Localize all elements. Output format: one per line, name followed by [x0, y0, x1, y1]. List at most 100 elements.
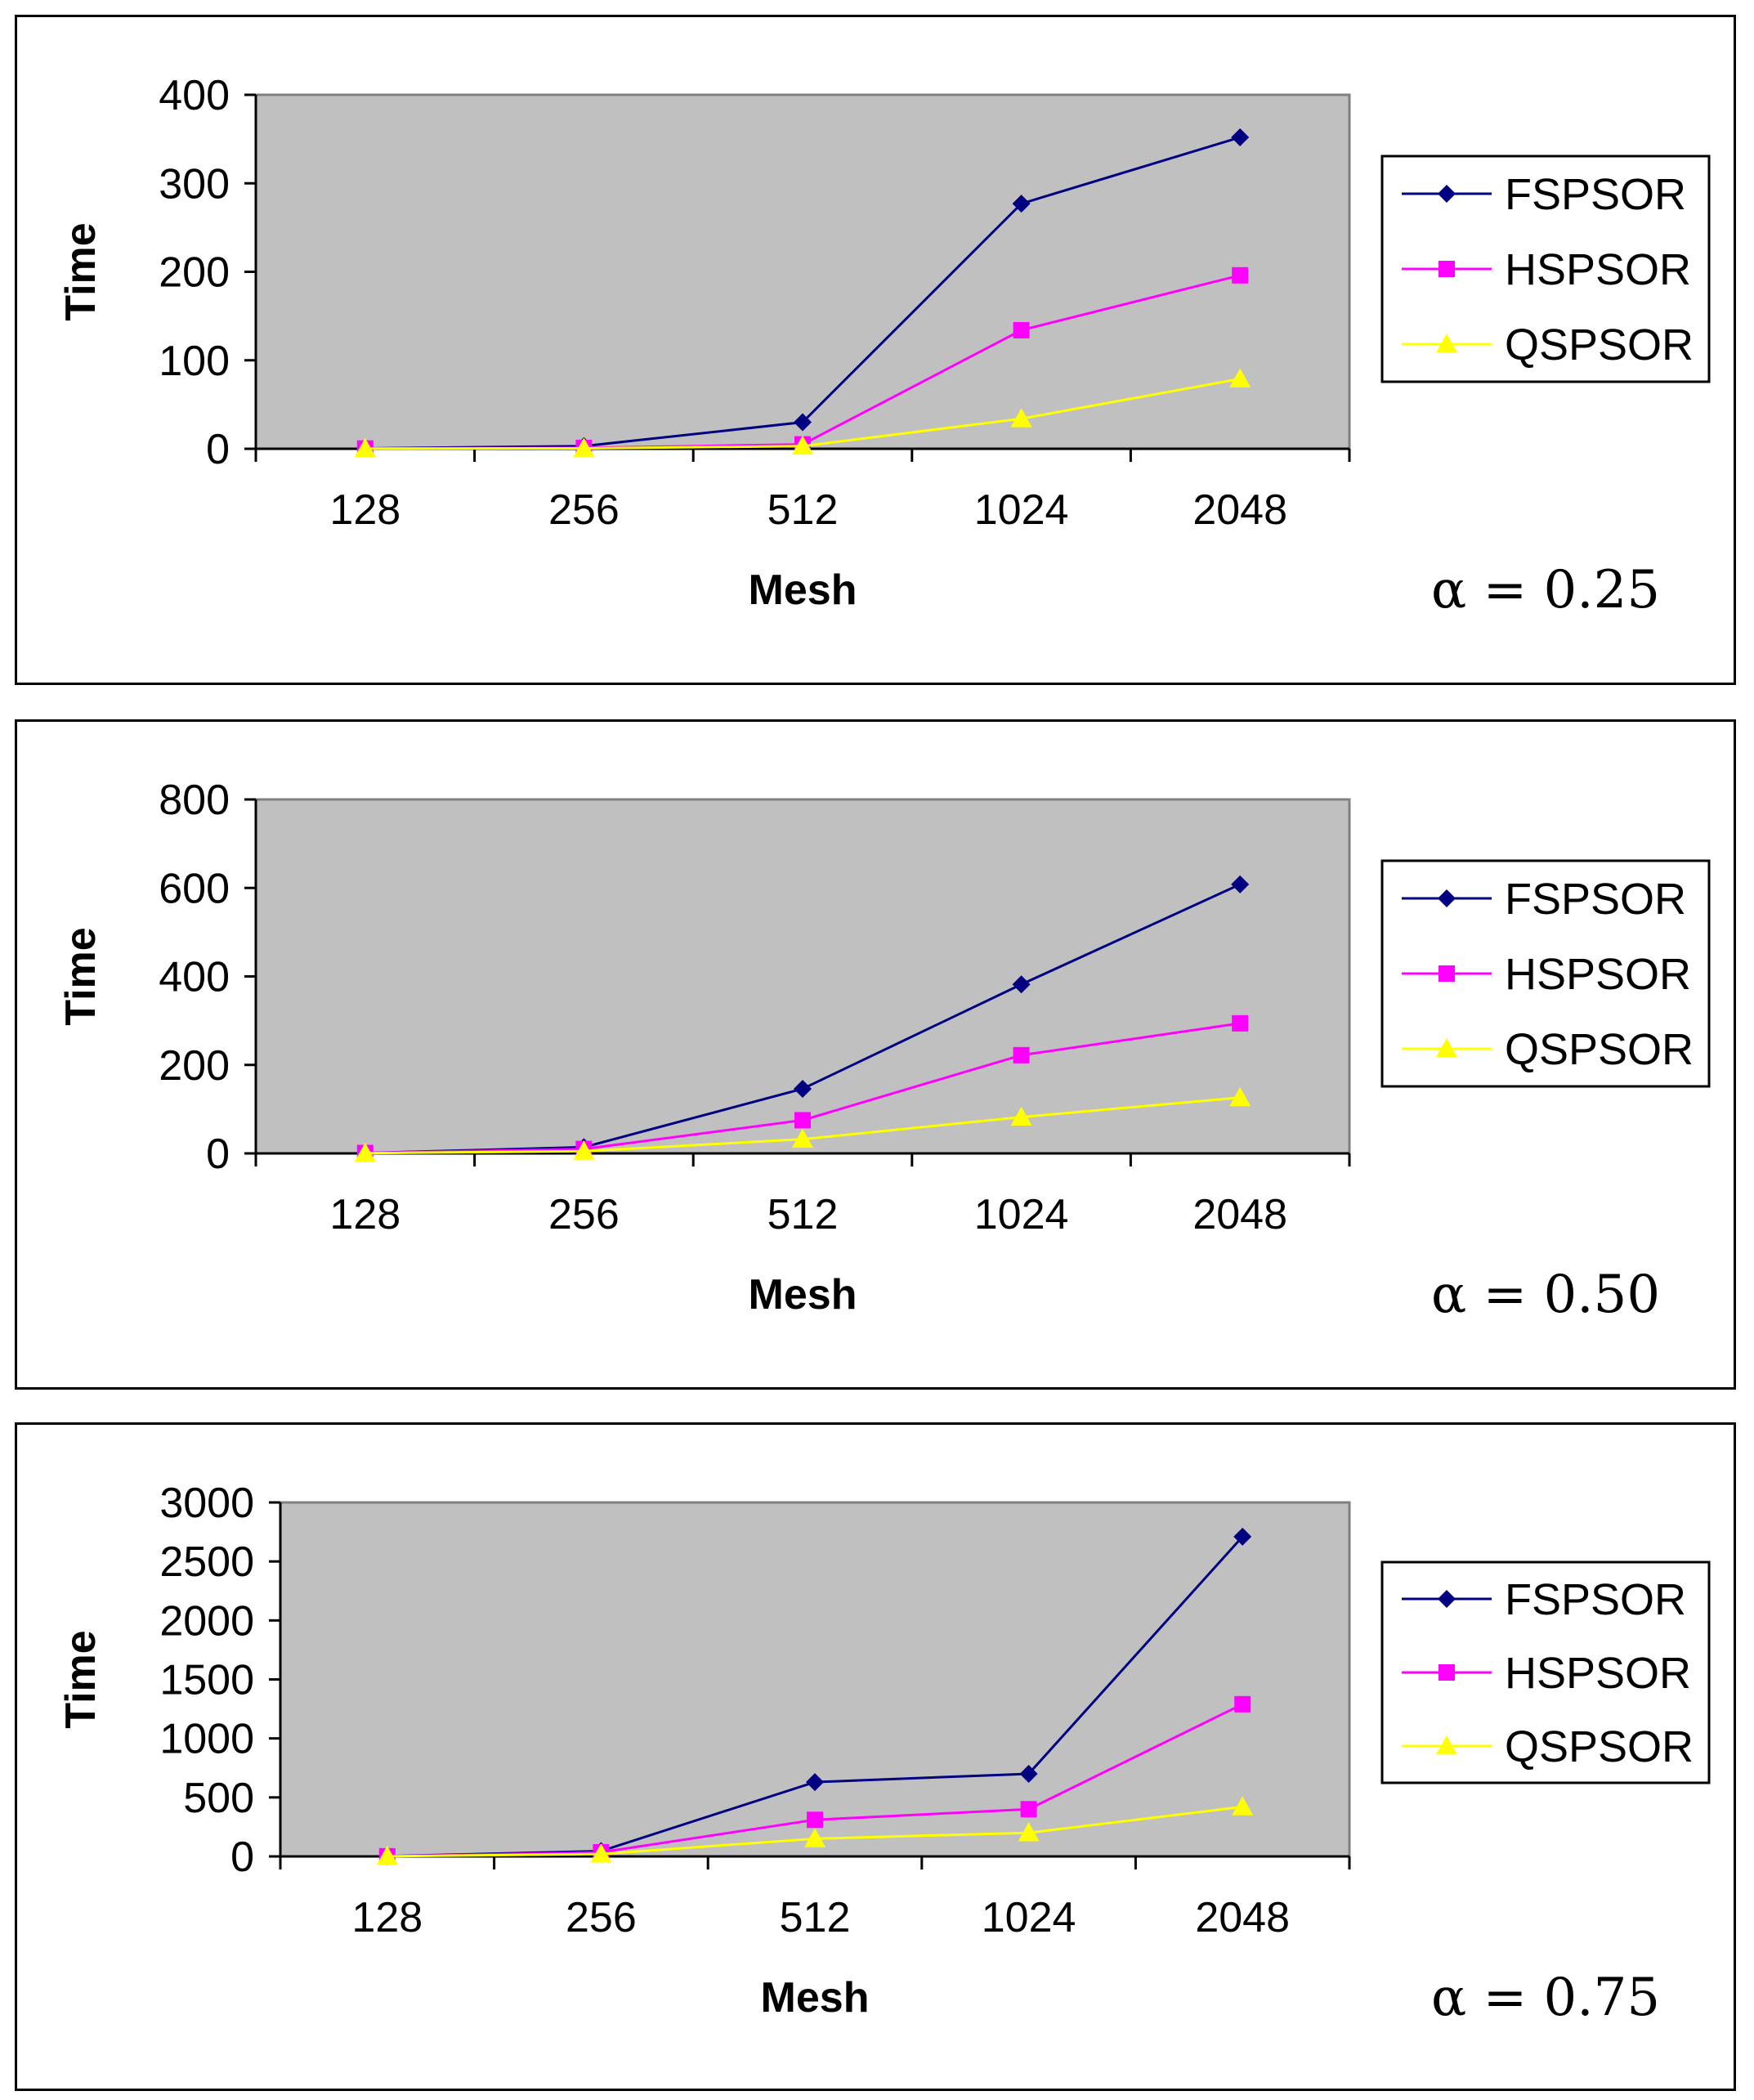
y-axis-title: Time	[57, 927, 105, 1025]
data-point	[792, 435, 813, 455]
x-tick-label: 1024	[982, 1894, 1076, 1941]
data-point	[792, 1128, 813, 1149]
data-point	[1020, 1801, 1037, 1818]
y-tick-label: 200	[159, 1042, 230, 1090]
data-point	[794, 1112, 811, 1129]
x-axis-title: Mesh	[761, 1974, 870, 2022]
legend-marker	[1439, 965, 1455, 982]
y-tick-label: 400	[159, 954, 230, 1001]
legend-marker	[1439, 1664, 1455, 1681]
data-point	[1019, 1764, 1038, 1783]
x-tick-label: 512	[780, 1894, 851, 1941]
y-tick-label: 0	[230, 1834, 254, 1881]
y-tick-label: 500	[183, 1775, 254, 1822]
y-tick-label: 600	[159, 865, 230, 912]
alpha-annotation: α = 0.25	[1431, 560, 1660, 620]
data-point	[1231, 875, 1250, 893]
plot-area	[254, 93, 1351, 450]
x-tick-label: 128	[329, 486, 400, 534]
legend-label: FSPSOR	[1505, 170, 1686, 219]
data-point	[573, 1140, 595, 1160]
x-tick-label: 256	[548, 1191, 620, 1238]
data-point	[1232, 1796, 1254, 1816]
legend-marker	[1439, 261, 1455, 277]
x-tick-label: 2048	[1192, 486, 1287, 534]
y-tick-label: 800	[159, 777, 230, 824]
legend-label: HSPSOR	[1505, 1649, 1691, 1698]
data-point	[794, 413, 812, 432]
data-point	[1013, 1046, 1030, 1063]
x-tick-label: 512	[767, 486, 839, 534]
data-point	[1012, 975, 1031, 994]
x-tick-label: 1024	[974, 486, 1069, 534]
legend-marker	[1438, 889, 1456, 907]
legend: FSPSOR HSPSOR QSPSOR	[1380, 1560, 1711, 1784]
legend-label: HSPSOR	[1505, 245, 1691, 294]
line-chart-alpha-025: 0 100 200 300 400 128 256 512 1024 2048 Mesh Time FS…	[57, 72, 1711, 620]
x-tick-label: 2048	[1195, 1894, 1290, 1941]
data-point	[1010, 1106, 1032, 1126]
legend-label: FSPSOR	[1505, 875, 1686, 924]
data-point	[1229, 1086, 1251, 1107]
series-qspsor	[376, 1796, 1254, 1865]
legend-marker	[1438, 1590, 1456, 1608]
data-point	[1234, 1695, 1251, 1713]
data-point	[354, 1142, 376, 1162]
legend-label: QSPSOR	[1505, 1722, 1694, 1771]
data-point	[1232, 1014, 1249, 1032]
y-tick-label: 100	[159, 338, 230, 385]
data-point	[590, 1843, 612, 1863]
y-tick-label: 3000	[159, 1480, 254, 1527]
y-tick-label: 200	[159, 249, 230, 297]
alpha-annotation: α = 0.50	[1431, 1265, 1660, 1325]
chart-panel-alpha-050: 0 200 400 600 800 128 256 512 1024 2048 Mesh Time FS…	[15, 719, 1736, 1390]
plot-area	[279, 1501, 1351, 1858]
y-tick-label: 400	[159, 72, 230, 119]
x-tick-label: 256	[566, 1894, 637, 1941]
series-hspsor	[356, 1014, 1249, 1162]
x-axis-title: Mesh	[749, 1271, 857, 1319]
y-tick-label: 2000	[159, 1597, 254, 1645]
legend-label: HSPSOR	[1505, 950, 1691, 999]
y-axis-title: Time	[57, 1630, 105, 1728]
legend-label: FSPSOR	[1505, 1575, 1686, 1624]
x-tick-label: 512	[767, 1191, 839, 1238]
y-tick-label: 0	[206, 1131, 230, 1178]
series-qspsor	[354, 1086, 1251, 1162]
data-point	[1018, 1822, 1040, 1842]
x-tick-label: 128	[329, 1191, 400, 1238]
legend-marker	[1436, 334, 1457, 353]
data-point	[1229, 368, 1251, 387]
chart-panel-alpha-075: 0 500 1000 1500 2000 2500 3000 128 256 512 1024 204…	[15, 1422, 1736, 2091]
y-tick-label: 1000	[159, 1716, 254, 1763]
chart-panel-alpha-025: 0 100 200 300 400 128 256 512 1024 2048 Mesh Time FS…	[15, 15, 1736, 685]
x-tick-label: 128	[351, 1894, 423, 1941]
legend: FSPSOR HSPSOR QSPSOR	[1380, 859, 1711, 1088]
legend-marker	[1436, 1038, 1457, 1058]
y-tick-label: 0	[206, 426, 230, 473]
data-point	[1233, 1527, 1252, 1546]
line-chart-alpha-050: 0 200 400 600 800 128 256 512 1024 2048 Mesh Time FS…	[57, 777, 1711, 1325]
y-tick-label: 2500	[159, 1538, 254, 1586]
x-axis-title: Mesh	[749, 566, 857, 614]
x-tick-label: 1024	[974, 1191, 1069, 1238]
legend-marker	[1436, 1735, 1457, 1755]
data-point	[1231, 128, 1250, 146]
y-tick-label: 1500	[159, 1657, 254, 1704]
data-point	[804, 1828, 826, 1847]
legend-label: QSPSOR	[1505, 320, 1694, 369]
legend: FSPSOR HSPSOR QSPSOR	[1380, 154, 1711, 383]
data-point	[354, 437, 376, 458]
data-point	[573, 437, 595, 457]
y-axis-title: Time	[57, 222, 105, 320]
legend-marker	[1438, 185, 1456, 203]
x-tick-label: 2048	[1192, 1191, 1287, 1238]
data-point	[1012, 195, 1031, 213]
series-qspsor	[354, 368, 1251, 458]
alpha-annotation: α = 0.75	[1431, 1968, 1660, 2028]
data-point	[1013, 321, 1030, 338]
data-point	[794, 1079, 812, 1098]
legend-label: QSPSOR	[1505, 1025, 1694, 1074]
plot-area	[254, 798, 1351, 1155]
data-point	[1010, 408, 1032, 428]
